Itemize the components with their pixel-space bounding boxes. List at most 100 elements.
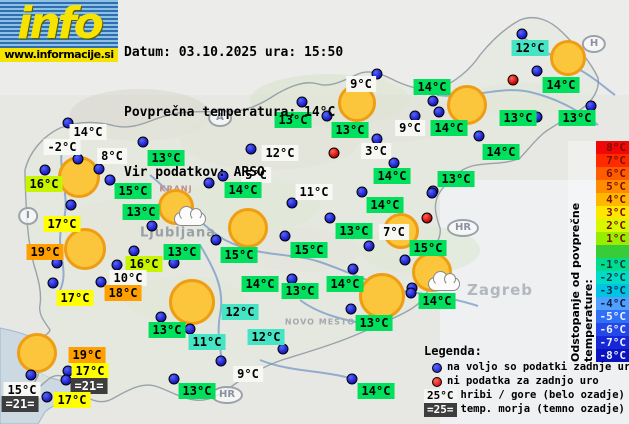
station-dot xyxy=(296,96,308,108)
station-dot xyxy=(516,28,528,40)
temp-label: 13°C xyxy=(274,112,312,128)
station-dot xyxy=(184,323,196,335)
temp-label: 14°C xyxy=(413,79,451,95)
temp-label: 14°C xyxy=(366,197,404,213)
legend-row-text: temp. morja (temno ozadje) xyxy=(460,402,625,415)
scale-row: 2°C xyxy=(596,219,629,232)
site-logo[interactable]: info www.informacije.si xyxy=(0,0,118,62)
road-sign: H xyxy=(581,35,607,53)
station-dot xyxy=(95,276,107,288)
scale-row: 6°C xyxy=(596,167,629,180)
temp-label: 15°C xyxy=(409,240,447,256)
scale-row: 5°C xyxy=(596,180,629,193)
temp-label: 12°C xyxy=(221,304,259,320)
red-dot-icon xyxy=(432,376,442,387)
station-dot xyxy=(279,230,291,242)
city-label: Ljubljana xyxy=(139,225,217,241)
scale-row: -8°C xyxy=(596,349,629,362)
scale-title: Odstopanje od povprečne temperature: xyxy=(568,141,596,362)
station-dot xyxy=(217,170,229,182)
road-sign: HR xyxy=(210,386,244,404)
temp-label: 17°C xyxy=(53,392,91,408)
scale-row: 7°C xyxy=(596,154,629,167)
logo-url[interactable]: www.informacije.si xyxy=(0,48,118,62)
scale-row: 8°C xyxy=(596,141,629,154)
station-dot xyxy=(345,303,357,315)
map-header: Datum: 03.10.2025 ura: 15:50 Povprečna t… xyxy=(124,3,343,223)
scale-row: 4°C xyxy=(596,193,629,206)
scale-row: 1°C xyxy=(596,232,629,245)
temp-label: 13°C xyxy=(281,283,319,299)
station-dot xyxy=(39,164,51,176)
temp-label: 14°C xyxy=(326,276,364,292)
station-dot xyxy=(347,263,359,275)
station-dot xyxy=(62,117,74,129)
legend-row-text: na voljo so podatki zadnje ure xyxy=(447,360,629,373)
temp-label: 14°C xyxy=(418,293,456,309)
station-dot xyxy=(203,177,215,189)
temp-label: 16°C xyxy=(25,176,63,192)
station-dot xyxy=(507,74,519,86)
station-dot xyxy=(399,254,411,266)
legend-sample-box: 25°C xyxy=(424,388,457,403)
sun-icon xyxy=(447,85,487,125)
temp-label: =21= xyxy=(70,378,108,394)
sun-icon xyxy=(228,208,268,248)
temp-label: 11°C xyxy=(188,334,226,350)
road-sign: A xyxy=(208,109,232,127)
temp-label: 14°C xyxy=(542,77,580,93)
station-dot xyxy=(405,287,417,299)
legend-row: ni podatka za zadnjo uro xyxy=(424,375,629,389)
scale-row: -6°C xyxy=(596,323,629,336)
station-dot xyxy=(25,369,37,381)
station-dot xyxy=(328,147,340,159)
logo-stripes: info xyxy=(0,0,118,48)
station-dot xyxy=(41,391,53,403)
scale-row: -2°C xyxy=(596,271,629,284)
scale-row: -1°C xyxy=(596,258,629,271)
temp-label: 13°C xyxy=(437,171,475,187)
sun-icon xyxy=(359,273,405,319)
station-dot xyxy=(433,106,445,118)
city-label: Zagreb xyxy=(466,281,534,299)
temp-label: 14°C xyxy=(373,168,411,184)
temp-label: =21= xyxy=(1,396,39,412)
temp-label: 14°C xyxy=(482,144,520,160)
station-dot xyxy=(168,373,180,385)
station-dot xyxy=(47,277,59,289)
station-dot xyxy=(245,143,257,155)
temp-label: 13°C xyxy=(558,110,596,126)
station-dot xyxy=(155,311,167,323)
temp-label: 13°C xyxy=(355,315,393,331)
temp-label: 13°C xyxy=(178,383,216,399)
temp-label: 14°C xyxy=(224,182,262,198)
temp-label: 7°C xyxy=(379,224,409,240)
temp-label: 13°C xyxy=(147,150,185,166)
temp-label: 13°C xyxy=(331,122,369,138)
legend-row-text: hribi / gore (belo ozadje) xyxy=(460,388,625,401)
station-dot xyxy=(371,68,383,80)
station-dot xyxy=(426,187,438,199)
temp-label: -2°C xyxy=(43,139,81,155)
temp-label: 18°C xyxy=(104,285,142,301)
temp-label: 19°C xyxy=(68,347,106,363)
temp-label: 13°C xyxy=(163,244,201,260)
temp-label: 9°C xyxy=(346,76,376,92)
scale-row: -5°C xyxy=(596,310,629,323)
city-label: NOVO MESTO xyxy=(284,317,356,327)
scale-row xyxy=(596,245,629,258)
temp-label: 5°C xyxy=(241,167,271,183)
station-dot xyxy=(363,240,375,252)
scale-row: -7°C xyxy=(596,336,629,349)
deviation-scale: Odstopanje od povprečne temperature: 8°C… xyxy=(568,141,629,362)
station-dot xyxy=(72,153,84,165)
cloud-icon xyxy=(174,206,206,226)
temp-label: 15°C xyxy=(3,382,41,398)
header-date-line: Datum: 03.10.2025 ura: 15:50 xyxy=(124,45,344,60)
station-dot xyxy=(346,373,358,385)
logo-wordmark: info xyxy=(17,0,104,49)
station-dot xyxy=(137,136,149,148)
temp-label: 12°C xyxy=(261,145,299,161)
